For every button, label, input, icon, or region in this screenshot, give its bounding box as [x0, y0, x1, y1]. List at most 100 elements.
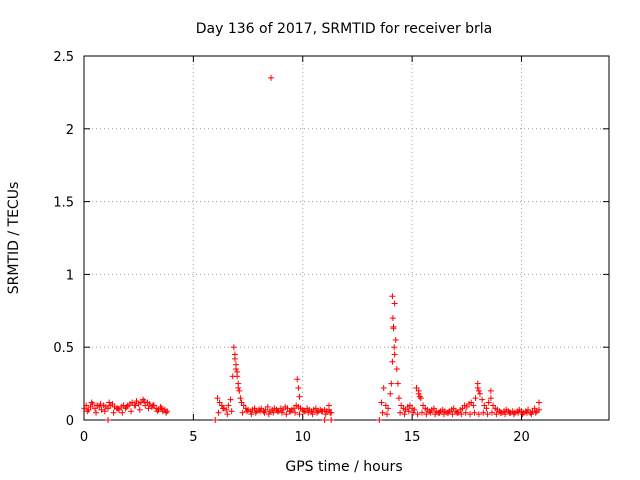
data-point	[497, 409, 504, 416]
data-points	[81, 74, 542, 423]
data-point	[84, 408, 91, 415]
data-point	[309, 411, 316, 418]
y-axis-ticks: 0 0.5 1 1.5 2 2.5	[53, 50, 609, 429]
data-point	[89, 400, 96, 407]
data-point	[105, 417, 112, 423]
data-point	[313, 409, 320, 416]
data-point	[98, 406, 105, 413]
data-point	[283, 411, 290, 418]
data-point	[488, 409, 495, 416]
data-point	[215, 409, 222, 416]
data-point	[391, 300, 398, 307]
data-point	[140, 396, 147, 403]
data-point	[471, 409, 478, 416]
data-point	[487, 395, 494, 402]
data-point	[287, 408, 294, 415]
x-tick-label: 5	[189, 430, 197, 445]
data-point	[214, 395, 221, 402]
data-point	[328, 417, 335, 423]
data-point	[236, 387, 243, 394]
data-point	[515, 409, 522, 416]
data-point	[536, 406, 542, 413]
data-point	[163, 409, 170, 416]
data-point	[462, 409, 469, 416]
data-point	[391, 344, 398, 351]
data-point	[389, 358, 396, 365]
y-tick-label: 0	[66, 414, 74, 429]
data-point	[219, 405, 226, 412]
data-point	[261, 409, 268, 416]
data-point	[458, 411, 465, 418]
data-point	[480, 409, 487, 416]
x-tick-label: 20	[513, 430, 530, 445]
data-point	[318, 408, 325, 415]
data-point	[110, 409, 117, 416]
data-point	[485, 399, 492, 406]
data-point	[97, 400, 104, 407]
data-point	[158, 405, 165, 412]
data-point	[415, 387, 422, 394]
y-tick-label: 2	[66, 123, 74, 138]
x-axis-ticks: 0 5 10 15 20	[80, 56, 530, 445]
plot-frame	[83, 55, 610, 421]
data-point	[493, 411, 500, 418]
data-point	[296, 393, 303, 400]
data-point	[389, 315, 396, 322]
data-point	[149, 402, 156, 409]
data-point	[145, 405, 152, 412]
data-point	[132, 402, 139, 409]
data-point	[388, 380, 395, 387]
data-point	[393, 366, 400, 373]
data-point	[300, 408, 307, 415]
data-point	[506, 409, 513, 416]
data-point	[476, 390, 483, 397]
y-axis-label: SRMTID / TECUs	[6, 182, 22, 295]
data-point	[411, 406, 418, 413]
data-point	[394, 380, 401, 387]
data-point	[270, 409, 277, 416]
data-point	[385, 405, 392, 412]
y-tick-label: 1	[66, 268, 74, 283]
data-point	[294, 376, 301, 383]
data-point	[157, 403, 164, 410]
y-tick-label: 0.5	[53, 341, 74, 356]
data-point	[88, 399, 95, 406]
data-point	[83, 402, 90, 409]
data-point	[212, 417, 219, 423]
data-point	[436, 409, 443, 416]
x-tick-label: 0	[80, 430, 88, 445]
data-point	[123, 403, 130, 410]
data-point	[523, 409, 530, 416]
data-point	[475, 387, 482, 394]
data-point	[114, 405, 121, 412]
x-tick-label: 15	[404, 430, 421, 445]
data-point	[296, 411, 303, 418]
data-point	[378, 399, 385, 406]
data-point	[119, 409, 126, 416]
data-point	[417, 395, 424, 402]
y-tick-label: 2.5	[53, 50, 74, 65]
data-point	[295, 384, 302, 391]
data-point	[223, 406, 230, 413]
data-point	[326, 402, 332, 409]
data-point	[224, 411, 231, 418]
data-point	[305, 409, 312, 416]
data-point	[383, 411, 390, 418]
data-point	[141, 398, 148, 405]
data-point	[519, 411, 526, 418]
data-point	[502, 411, 509, 418]
data-point	[410, 409, 417, 416]
data-point	[327, 409, 334, 416]
data-point	[101, 408, 108, 415]
data-point	[380, 384, 387, 391]
data-point	[387, 390, 394, 397]
data-point	[397, 409, 404, 416]
data-point	[106, 399, 113, 406]
data-point	[278, 409, 285, 416]
data-point	[401, 411, 408, 418]
data-point	[427, 409, 434, 416]
data-point	[483, 405, 490, 412]
data-point	[322, 411, 329, 418]
data-point	[128, 408, 135, 415]
